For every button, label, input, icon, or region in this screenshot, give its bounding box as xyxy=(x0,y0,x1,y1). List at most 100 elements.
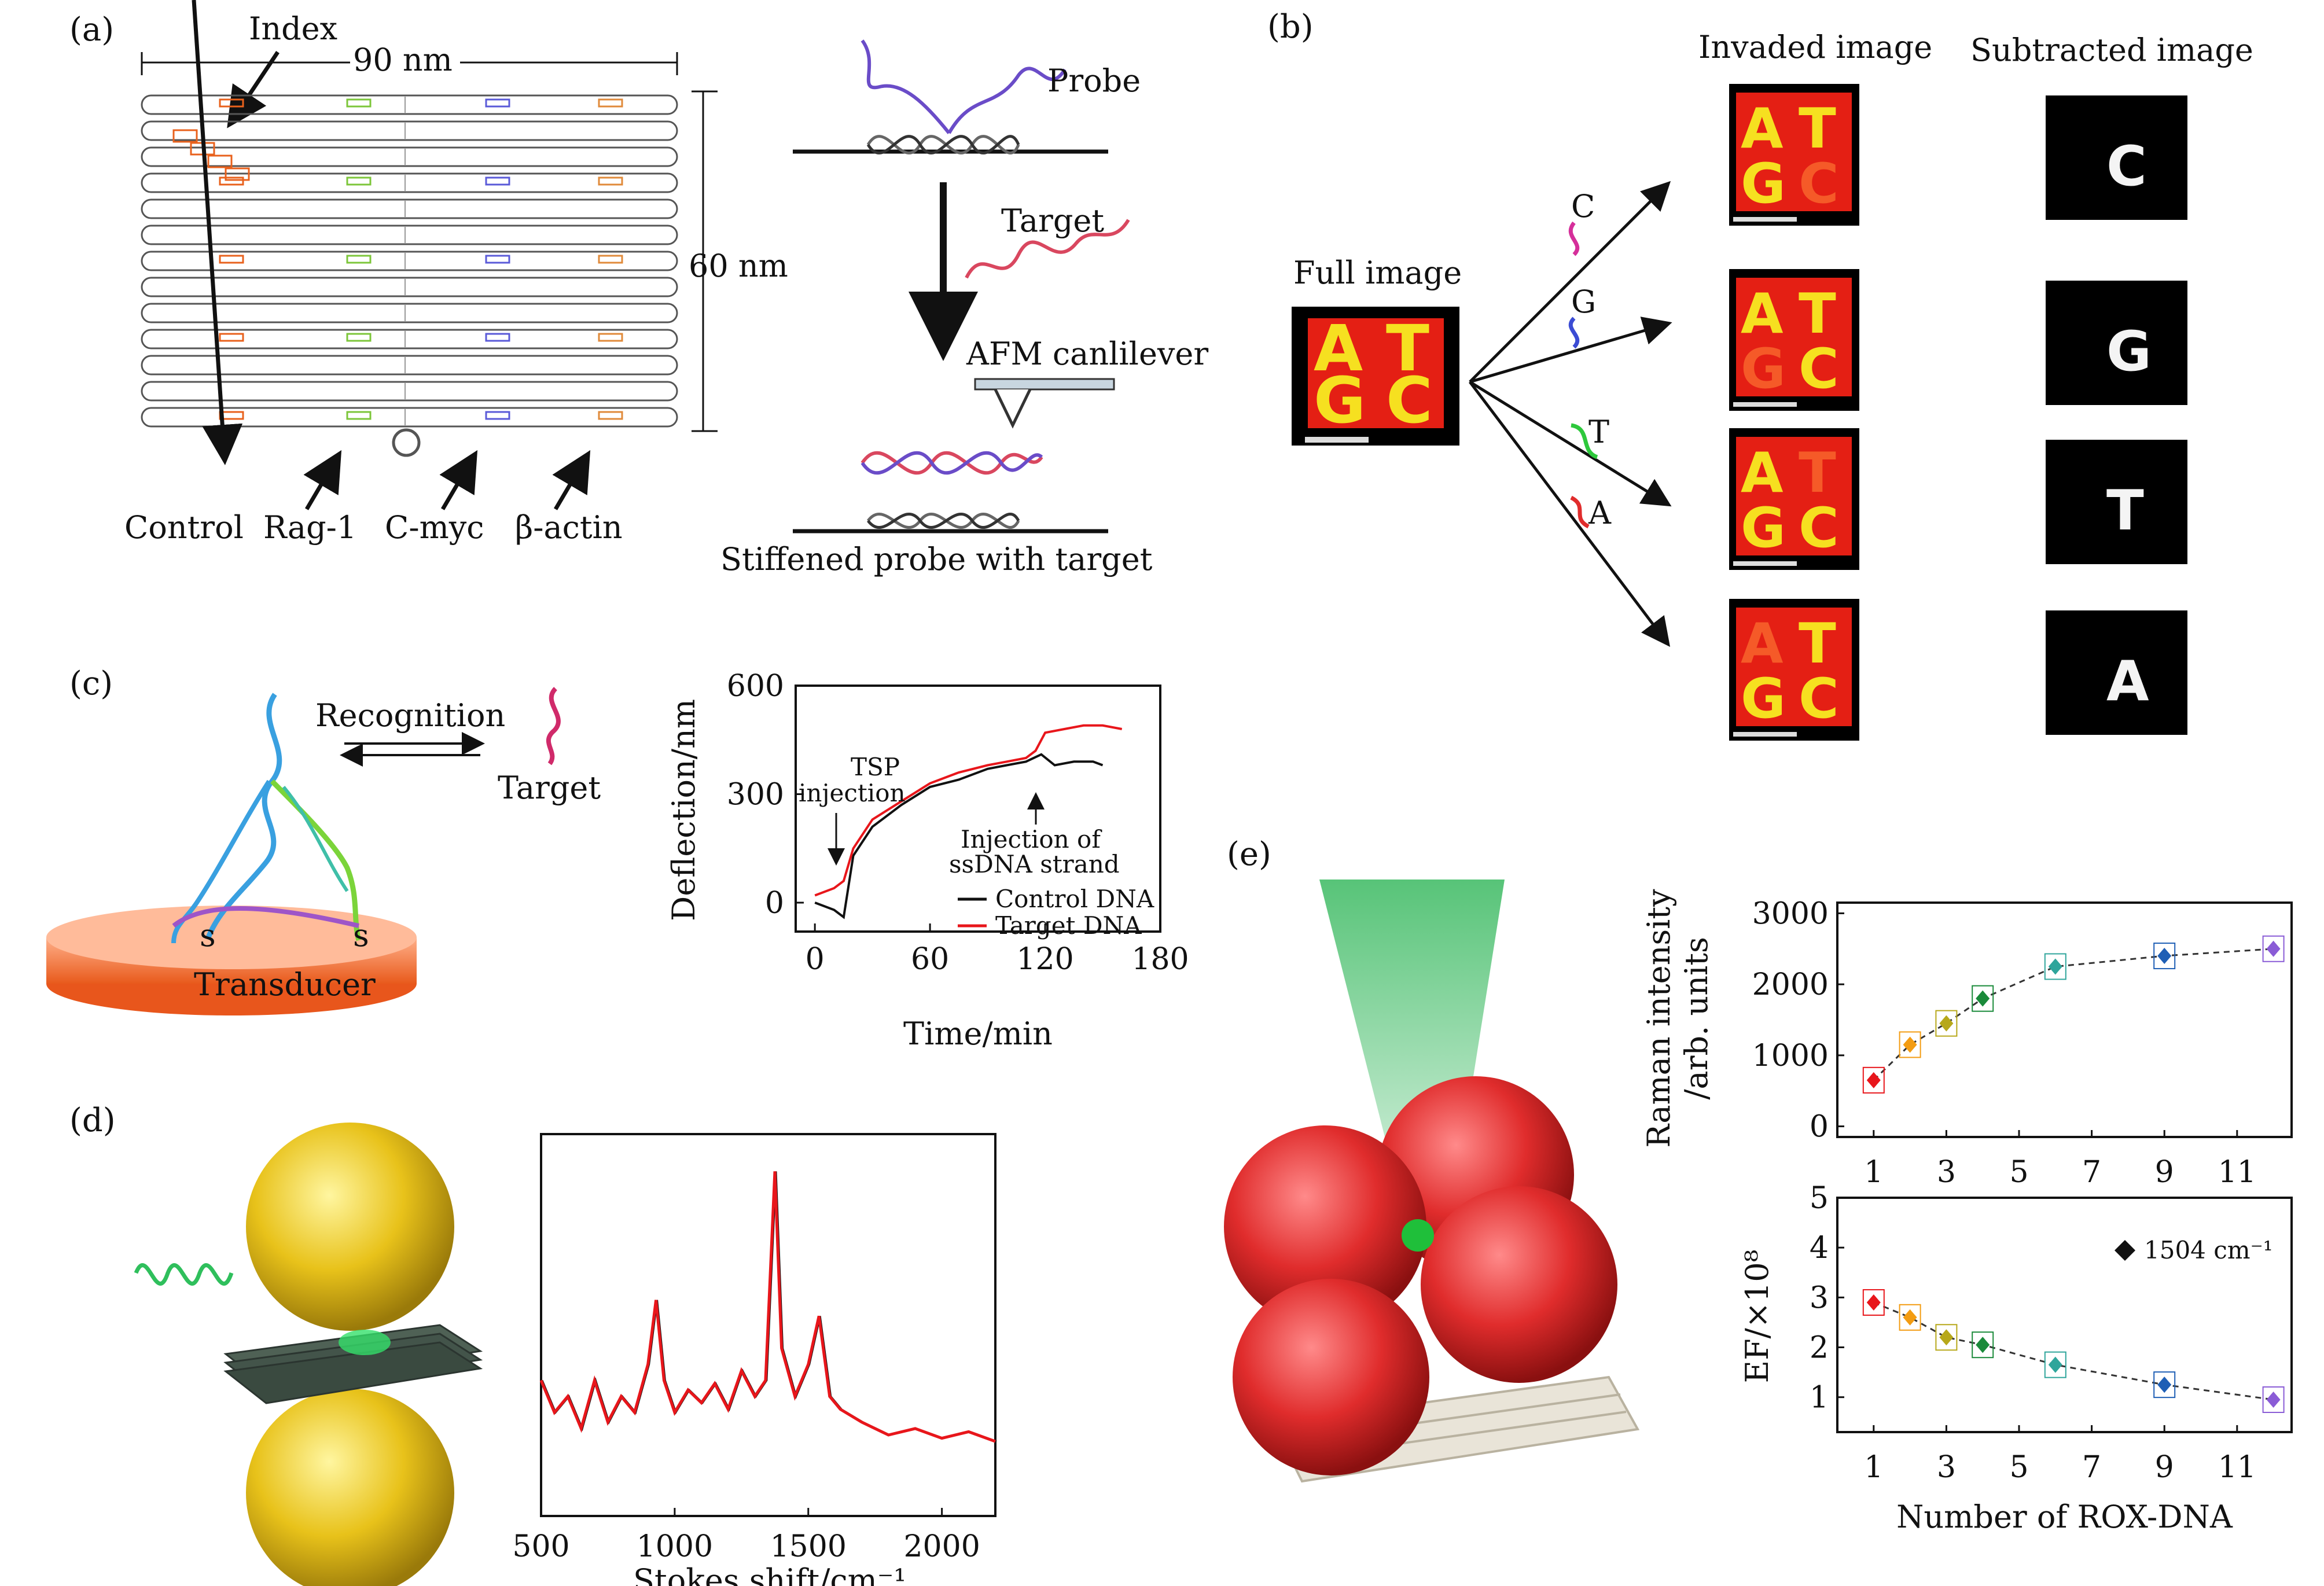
transducer-label: Transducer xyxy=(194,966,376,1003)
target-label: Target xyxy=(1001,203,1104,239)
stiffened-helix xyxy=(861,451,1043,529)
origami-helix-row xyxy=(141,120,678,141)
x-tick-label: 5 xyxy=(2009,1450,2028,1485)
svg-text:C: C xyxy=(1386,363,1433,437)
origami-helix-row xyxy=(141,329,678,349)
data-box xyxy=(1899,1031,1921,1058)
gold-sphere-bottom xyxy=(246,1389,454,1586)
invaded-glyph: A xyxy=(1741,441,1784,505)
data-point xyxy=(1866,1072,1881,1088)
origami-probe-mark xyxy=(598,98,623,108)
y-tick-label: 4 xyxy=(1810,1231,1829,1265)
legend-label: Target DNA xyxy=(995,911,1142,940)
strand-a-icon xyxy=(1570,495,1590,529)
invaded-glyph: C xyxy=(1799,496,1839,560)
subtracted-image xyxy=(2046,440,2187,564)
origami-probe-mark xyxy=(485,176,510,186)
x-tick-label: 120 xyxy=(1016,942,1073,977)
data-point xyxy=(1903,1036,1917,1053)
origami-probe-mark xyxy=(346,255,372,264)
origami-helix-row xyxy=(141,172,678,193)
dna-tetrahedron xyxy=(171,693,362,944)
transducer-disk xyxy=(46,906,417,969)
x-tick-label: 3 xyxy=(1937,1155,1956,1190)
data-point xyxy=(1903,1309,1917,1326)
data-point xyxy=(2266,940,2281,957)
origami-helix-row xyxy=(141,94,678,115)
invaded-glyph: C xyxy=(1799,667,1839,731)
y-tick-label: 1000 xyxy=(1752,1039,1829,1073)
y-tick-label: 0 xyxy=(765,886,784,921)
height-label: 60 nm xyxy=(689,248,788,284)
data-box xyxy=(1899,1304,1921,1331)
cmyc-arrow xyxy=(439,450,478,510)
subtracted-image xyxy=(2046,281,2187,405)
y-tick-label: 3000 xyxy=(1752,896,1829,931)
panel-b-label: (b) xyxy=(1267,8,1314,46)
y-axis-label: EF/×10⁸ xyxy=(1739,1250,1775,1383)
recognition-label: Recognition xyxy=(315,697,505,734)
panel-d-label: (d) xyxy=(69,1102,116,1139)
data-box xyxy=(2262,935,2285,962)
origami-stack xyxy=(223,1324,483,1404)
svg-text:T: T xyxy=(1386,311,1429,385)
invaded-glyph: A xyxy=(1741,282,1784,346)
strand-t-icon xyxy=(1571,423,1598,459)
scale-bar xyxy=(1733,732,1797,737)
data-box xyxy=(1972,985,1994,1012)
origami-probe-mark xyxy=(346,98,372,108)
bactin-arrow xyxy=(552,450,591,510)
series-line-control-dna xyxy=(814,753,1104,919)
y-axis-label-2: /arb. units xyxy=(1678,937,1715,1099)
afm-label: AFM canlilever xyxy=(966,336,1208,372)
thiol-right: s xyxy=(353,917,369,954)
x-tick-label: 11 xyxy=(2218,1155,2256,1190)
subtracted-glyph: G xyxy=(2106,320,2152,384)
target-c-label: Target xyxy=(498,770,601,806)
invaded-image xyxy=(1736,278,1852,396)
panel-c: (c) s s Transducer Recognition Target 0 6… xyxy=(46,665,1189,1052)
origami-helix-row xyxy=(141,355,678,376)
raman-intensity-chart: 1 3 5 7 9 11 0 1000 2000 3000 Raman intensity/arb.… xyxy=(1641,889,2293,1190)
raman-plot-frame xyxy=(540,1133,996,1517)
data-point xyxy=(2157,948,2172,965)
origami-probe-mark xyxy=(485,255,510,264)
hotspot xyxy=(1402,1219,1434,1252)
index-arrow xyxy=(227,51,280,128)
invaded-glyph: C xyxy=(1799,152,1839,216)
data-box xyxy=(2153,943,2176,970)
legend-marker xyxy=(2115,1240,2135,1261)
x-axis-label: Number of ROX-DNA xyxy=(1896,1499,2233,1535)
x-tick-label: 9 xyxy=(2155,1450,2174,1485)
label-control: Control xyxy=(124,509,244,546)
origami-probe-mark xyxy=(219,333,244,342)
dna-origami-tile xyxy=(141,94,678,428)
probe-label: Probe xyxy=(1047,62,1141,99)
data-box xyxy=(2044,953,2066,980)
x-tick-label: 5 xyxy=(2009,1155,2028,1190)
probe-strand-right xyxy=(947,67,1067,134)
data-box xyxy=(1862,1066,1885,1094)
y-tick-label: 300 xyxy=(727,778,784,812)
label-cmyc: C-myc xyxy=(385,509,484,546)
nanoparticle-left xyxy=(1224,1125,1426,1328)
invaded-image xyxy=(1736,437,1852,555)
x-tick-label: 1 xyxy=(1864,1155,1883,1190)
subtracted-glyph: T xyxy=(2106,479,2144,543)
y-tick-label: 5 xyxy=(1810,1181,1829,1216)
y-tick-label: 600 xyxy=(727,669,784,704)
data-point xyxy=(2157,1377,2172,1393)
origami-probe-mark xyxy=(219,176,244,186)
data-point xyxy=(2048,958,2062,975)
index-mark xyxy=(225,167,250,181)
subtracted-image xyxy=(2046,610,2187,735)
y-axis-label: Deflection/nm xyxy=(665,699,702,921)
index-mark xyxy=(207,154,233,168)
subtracted-glyph: A xyxy=(2106,650,2149,713)
invaded-glyph: T xyxy=(1799,97,1836,161)
panel-e-label: (e) xyxy=(1227,836,1271,873)
data-point xyxy=(2266,1391,2281,1408)
data-point xyxy=(1976,990,1990,1007)
